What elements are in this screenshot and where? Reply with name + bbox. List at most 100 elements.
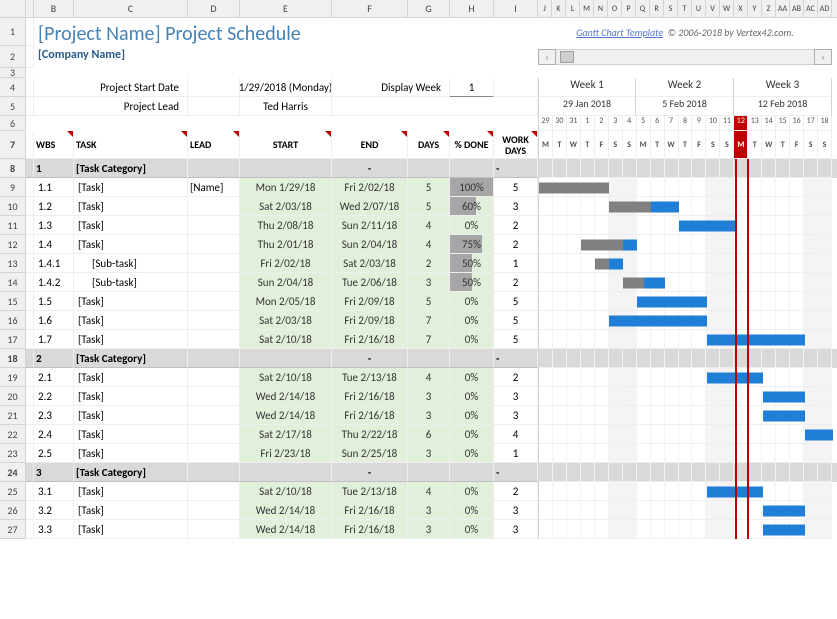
start-cell[interactable]: Wed 2/14/18 xyxy=(240,520,332,539)
task-row[interactable]: 273.3[Task]Wed 2/14/18Fri 2/16/1830%3 xyxy=(0,520,837,539)
days-cell[interactable]: 3 xyxy=(408,501,450,520)
gantt-bar[interactable] xyxy=(805,429,833,440)
task-row[interactable]: 91.1[Task][Name]Mon 1/29/18Fri 2/02/1851… xyxy=(0,178,837,197)
end-cell[interactable]: Fri 2/09/18 xyxy=(332,311,408,330)
days-cell[interactable]: 3 xyxy=(408,406,450,425)
col-header[interactable]: J xyxy=(538,0,552,17)
lead-cell[interactable] xyxy=(188,330,240,349)
end-cell[interactable]: Tue 2/06/18 xyxy=(332,273,408,292)
row-header[interactable]: 22 xyxy=(0,425,26,444)
row-header[interactable]: 19 xyxy=(0,368,26,387)
task-cell[interactable]: [Task] xyxy=(74,235,188,254)
pct-cell[interactable]: 0% xyxy=(450,501,494,520)
wbs-cell[interactable]: 2.2 xyxy=(34,387,74,406)
task-cell[interactable]: [Task] xyxy=(74,311,188,330)
lead-cell[interactable] xyxy=(188,387,240,406)
pct-cell[interactable]: 0% xyxy=(450,292,494,311)
lead-cell[interactable] xyxy=(188,482,240,501)
task-cell[interactable]: [Task] xyxy=(74,444,188,463)
wbs-cell[interactable]: 2.5 xyxy=(34,444,74,463)
end-cell[interactable]: Fri 2/16/18 xyxy=(332,520,408,539)
project-lead-value[interactable]: Ted Harris xyxy=(240,97,332,116)
end-cell[interactable]: Thu 2/22/18 xyxy=(332,425,408,444)
col-header[interactable]: W xyxy=(720,0,734,17)
pct-cell[interactable]: 0% xyxy=(450,387,494,406)
row-header[interactable]: 6 xyxy=(0,116,26,131)
days-cell[interactable]: 6 xyxy=(408,425,450,444)
row-header[interactable]: 21 xyxy=(0,406,26,425)
workdays-cell[interactable]: 1 xyxy=(494,254,538,273)
task-row[interactable]: 263.2[Task]Wed 2/14/18Fri 2/16/1830%3 xyxy=(0,501,837,520)
start-cell[interactable]: Fri 2/23/18 xyxy=(240,444,332,463)
lead-cell[interactable] xyxy=(188,368,240,387)
pct-cell[interactable] xyxy=(450,159,494,178)
start-cell[interactable]: Wed 2/14/18 xyxy=(240,387,332,406)
task-row[interactable]: 161.6[Task]Sat 2/03/18Fri 2/09/1870%5 xyxy=(0,311,837,330)
days-cell[interactable]: 7 xyxy=(408,311,450,330)
row-header[interactable]: 26 xyxy=(0,501,26,520)
col-header[interactable]: AB xyxy=(790,0,804,17)
task-cell[interactable]: [Task] xyxy=(74,482,188,501)
col-header[interactable]: Q xyxy=(636,0,650,17)
col-header[interactable]: G xyxy=(408,0,450,17)
scroll-track[interactable] xyxy=(556,49,814,65)
task-row[interactable]: 101.2[Task]Sat 2/03/18Wed 2/07/18560%3 xyxy=(0,197,837,216)
wbs-cell[interactable]: 1.1 xyxy=(34,178,74,197)
col-header[interactable]: O xyxy=(608,0,622,17)
row-header[interactable]: 14 xyxy=(0,273,26,292)
pct-cell[interactable]: 0% xyxy=(450,368,494,387)
lead-cell[interactable] xyxy=(188,444,240,463)
lead-cell[interactable] xyxy=(188,159,240,178)
workdays-cell[interactable]: - xyxy=(494,463,538,482)
end-cell[interactable]: Sat 2/03/18 xyxy=(332,254,408,273)
pct-cell[interactable]: 0% xyxy=(450,406,494,425)
start-cell[interactable] xyxy=(240,159,332,178)
task-cell[interactable]: [Task] xyxy=(74,501,188,520)
pct-cell[interactable]: 0% xyxy=(450,216,494,235)
start-cell[interactable]: Sat 2/10/18 xyxy=(240,330,332,349)
days-cell[interactable]: 4 xyxy=(408,216,450,235)
task-row[interactable]: 121.4[Task]Thu 2/01/18Sun 2/04/18475%2 xyxy=(0,235,837,254)
task-cell[interactable]: [Task] xyxy=(74,520,188,539)
start-cell[interactable]: Mon 1/29/18 xyxy=(240,178,332,197)
pct-cell[interactable]: 0% xyxy=(450,482,494,501)
task-cell[interactable]: [Task] xyxy=(74,425,188,444)
workdays-cell[interactable]: 5 xyxy=(494,330,538,349)
wbs-cell[interactable]: 1.5 xyxy=(34,292,74,311)
col-header[interactable]: Y xyxy=(748,0,762,17)
row-header[interactable]: 4 xyxy=(0,78,26,97)
row-header[interactable]: 17 xyxy=(0,330,26,349)
pct-cell[interactable]: 60% xyxy=(450,197,494,216)
wbs-cell[interactable]: 1.4.2 xyxy=(34,273,74,292)
end-cell[interactable]: - xyxy=(332,463,408,482)
pct-cell[interactable] xyxy=(450,349,494,368)
task-cell[interactable]: [Sub-task] xyxy=(74,273,188,292)
start-cell[interactable]: Sat 2/03/18 xyxy=(240,311,332,330)
wbs-cell[interactable]: 1.6 xyxy=(34,311,74,330)
end-cell[interactable]: - xyxy=(332,349,408,368)
start-cell[interactable]: Sat 2/10/18 xyxy=(240,482,332,501)
days-cell[interactable] xyxy=(408,463,450,482)
template-link[interactable]: Gantt Chart Template xyxy=(576,26,663,39)
row-header[interactable]: 16 xyxy=(0,311,26,330)
days-cell[interactable]: 5 xyxy=(408,292,450,311)
gantt-bar[interactable] xyxy=(609,315,707,326)
task-row[interactable]: 151.5[Task]Mon 2/05/18Fri 2/09/1850%5 xyxy=(0,292,837,311)
pct-cell[interactable]: 0% xyxy=(450,311,494,330)
lead-cell[interactable] xyxy=(188,463,240,482)
wbs-cell[interactable]: 2 xyxy=(34,349,74,368)
days-cell[interactable]: 5 xyxy=(408,178,450,197)
gantt-bar[interactable] xyxy=(707,372,763,383)
wbs-cell[interactable]: 3 xyxy=(34,463,74,482)
end-cell[interactable]: Wed 2/07/18 xyxy=(332,197,408,216)
task-row[interactable]: 141.4.2[Sub-task]Sun 2/04/18Tue 2/06/183… xyxy=(0,273,837,292)
end-cell[interactable]: Fri 2/16/18 xyxy=(332,501,408,520)
task-cell[interactable]: [Task Category] xyxy=(74,463,188,482)
end-cell[interactable]: Sun 2/04/18 xyxy=(332,235,408,254)
col-header[interactable]: M xyxy=(580,0,594,17)
wbs-cell[interactable]: 1.7 xyxy=(34,330,74,349)
pct-cell[interactable]: 0% xyxy=(450,425,494,444)
days-cell[interactable] xyxy=(408,349,450,368)
workdays-cell[interactable]: 2 xyxy=(494,368,538,387)
days-cell[interactable]: 3 xyxy=(408,444,450,463)
